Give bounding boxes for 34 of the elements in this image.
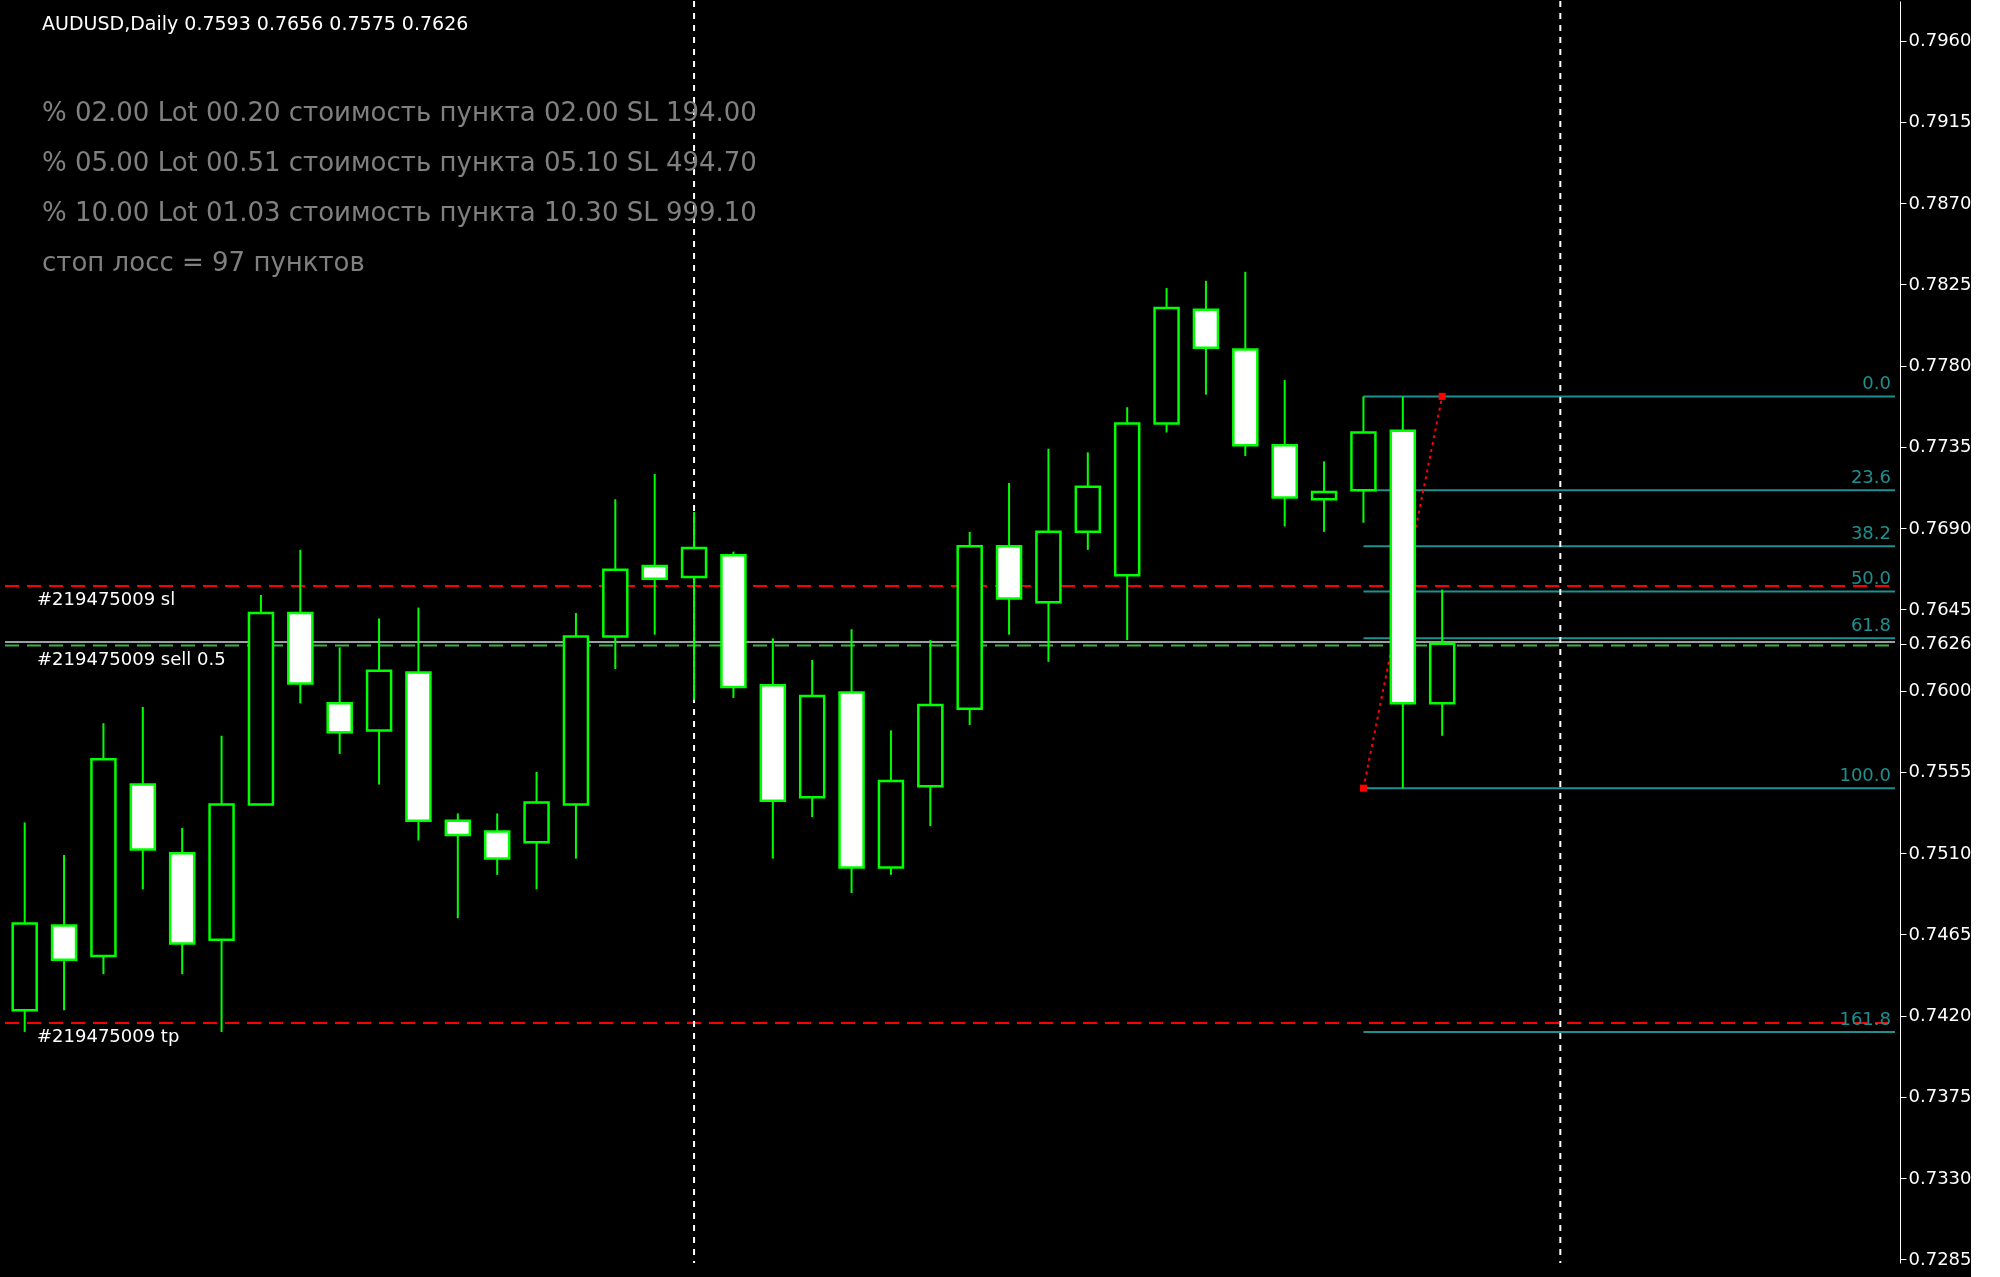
- y-tick-label: 0.7555: [1908, 760, 1972, 782]
- y-tick-label: 0.7330: [1908, 1166, 1972, 1188]
- y-tick-label: 0.7735: [1908, 435, 1972, 457]
- y-tick-label: 0.7285: [1908, 1247, 1972, 1269]
- annotation: 0.0: [1862, 372, 1891, 394]
- y-tick-label: 0.7915: [1908, 110, 1972, 132]
- ref-line-label: #219475009 sell 0.5: [37, 647, 226, 669]
- annotation: 61.8: [1850, 614, 1891, 636]
- y-tick-label: 0.7465: [1908, 922, 1972, 944]
- text: AUDUSD,Daily 0.7593 0.7656 0.7575 0.7626: [42, 12, 469, 34]
- candlestick: [444, 812, 472, 920]
- annotation: 100.0: [1839, 764, 1891, 786]
- annotation: стоп лосс = 97 пунктов: [42, 247, 365, 277]
- annotation: % 02.00 Lot 00.20 стоимость пункта 02.00 SL 194.00: [42, 97, 757, 127]
- annotation: 23.6: [1850, 466, 1891, 488]
- candlestick: [1310, 460, 1338, 533]
- y-tick-label: 0.7420: [1908, 1004, 1972, 1026]
- y-tick-label: 0.7960: [1908, 29, 1972, 51]
- ref-line-label: #219475009 sl: [37, 587, 176, 609]
- annotation: 50.0: [1850, 567, 1891, 589]
- y-tick-label: 0.7510: [1908, 841, 1972, 863]
- y-tick-label: 0.7870: [1908, 191, 1972, 213]
- annotation: 38.2: [1850, 522, 1891, 544]
- annotation: % 05.00 Lot 00.51 стоимость пункта 05.10 SL 494.70: [42, 147, 757, 177]
- y-tick-label: 0.7645: [1908, 597, 1972, 619]
- y-tick-label: 0.7780: [1908, 354, 1972, 376]
- y-tick-label: 0.7626: [1908, 632, 1972, 654]
- annotation: % 10.00 Lot 01.03 стоимость пункта 10.30 SL 999.10: [42, 197, 757, 227]
- candlestick: [641, 473, 668, 636]
- y-tick-label: 0.7690: [1908, 516, 1972, 538]
- y-tick-label: 0.7375: [1908, 1085, 1972, 1107]
- y-tick-label: 0.7825: [1908, 272, 1972, 294]
- y-tick-label: 0.7600: [1908, 679, 1972, 701]
- ref-line-label: #219475009 tp: [37, 1024, 180, 1046]
